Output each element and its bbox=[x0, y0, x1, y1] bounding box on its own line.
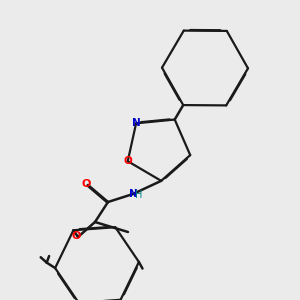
Text: O: O bbox=[81, 179, 91, 189]
Text: N: N bbox=[129, 189, 137, 199]
Text: N: N bbox=[132, 118, 140, 128]
Text: H: H bbox=[135, 190, 142, 200]
Text: O: O bbox=[123, 156, 132, 166]
Text: O: O bbox=[71, 231, 81, 242]
